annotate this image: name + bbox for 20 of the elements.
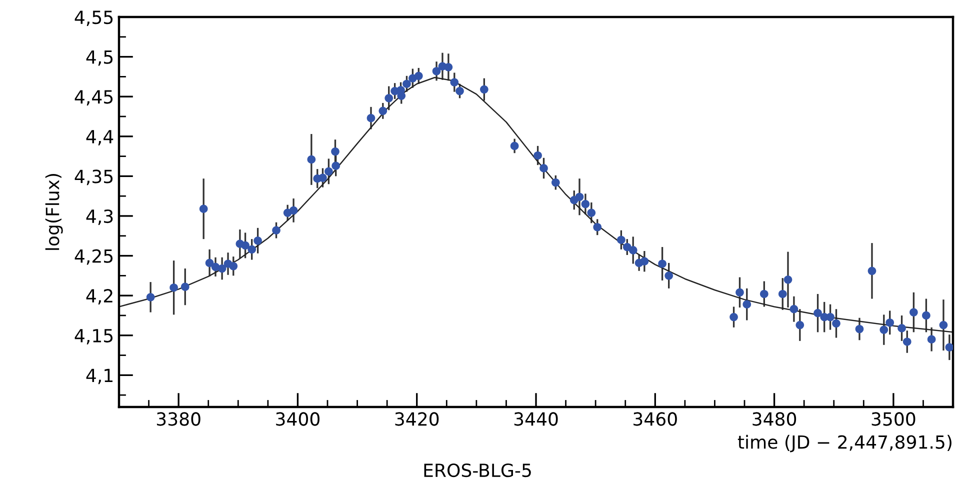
y-tick-label: 4,25 (74, 249, 113, 265)
x-tick-label: 3380 (156, 412, 200, 426)
y-tick-label: 4,4 (86, 130, 114, 146)
y-tick-label: 4,15 (74, 329, 113, 344)
y-tick-label: 4,2 (86, 289, 112, 305)
y-tick-label: 4,35 (74, 170, 113, 186)
y-tick-label: 4,5 (86, 50, 113, 66)
y-tick-label: 4,45 (74, 90, 113, 106)
y-tick-label: 4,55 (74, 10, 113, 26)
x-tick-label: 3460 (634, 412, 677, 426)
x-tick-label: 3400 (276, 412, 320, 426)
x-axis-title: time (JD − 2,447,891.5) (738, 434, 952, 452)
x-tick-label: 3480 (752, 412, 796, 426)
text: EROS-BLG-5 (424, 463, 531, 478)
y-axis-title: log(Flux) (45, 174, 63, 250)
x-tick-label: 3500 (872, 412, 916, 426)
y-tick-label: 4,3 (86, 209, 113, 225)
y-tick-label: 4,1 (86, 368, 112, 384)
x-tick-label: 3420 (395, 412, 439, 426)
x-tick-label: 3440 (514, 412, 558, 426)
